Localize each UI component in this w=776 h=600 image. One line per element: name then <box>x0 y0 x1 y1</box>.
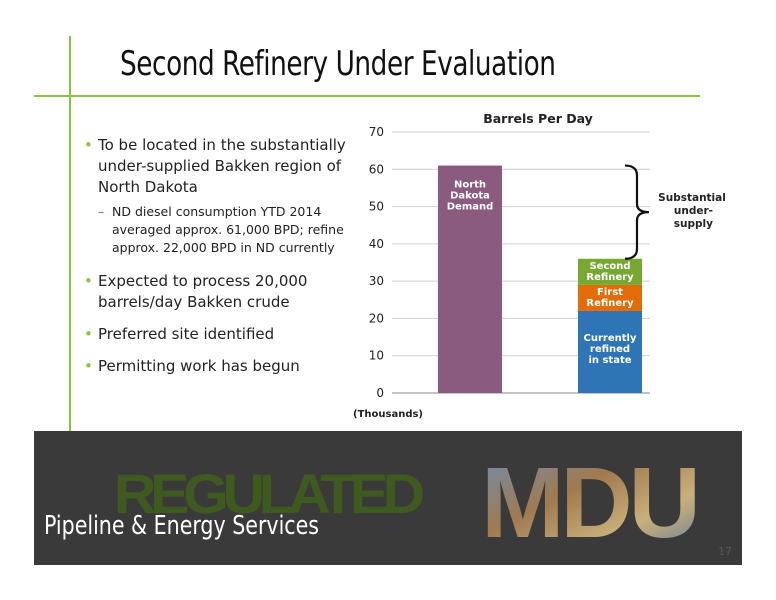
bar-segment-label: Currently refined in state <box>584 333 637 366</box>
bar-segment <box>578 258 642 285</box>
chart-title: Barrels Per Day <box>483 111 593 126</box>
bar-segment-label: North Dakota Demand <box>447 180 494 213</box>
annotation-label: Substantial under-supply <box>658 192 726 230</box>
y-tick-label: 0 <box>376 386 384 400</box>
y-tick-label: 10 <box>369 349 384 363</box>
pipeline-energy-label: Pipeline & Energy Services <box>44 511 320 541</box>
bullet-permitting: Permitting work has begun <box>84 356 354 377</box>
page-number: 17 <box>718 545 732 558</box>
unit-label: (Thousands) <box>353 409 423 420</box>
bar-segment <box>438 165 502 393</box>
regulated-wordmark: REGULATED <box>114 462 425 525</box>
vertical-accent-line <box>69 36 71 431</box>
bar-segment-label: Second Refinery <box>586 261 634 283</box>
slide-title: Second Refinery Under Evaluation <box>120 44 556 84</box>
regulated-banner: REGULATED Pipeline & Energy Services MDU <box>34 431 742 565</box>
y-tick-label: 50 <box>369 200 384 214</box>
y-tick-label: 70 <box>369 125 384 139</box>
bar-segment <box>578 284 642 311</box>
bullet-location: To be located in the substantially under… <box>84 135 354 198</box>
y-tick-label: 40 <box>369 237 384 251</box>
barrels-chart: Barrels Per Day 0 10 20 30 40 50 60 70 (Thousands… <box>353 111 726 420</box>
y-tick-label: 20 <box>369 311 384 325</box>
y-tick-label: 60 <box>369 162 384 176</box>
mdu-logo-text: MDU <box>481 449 697 549</box>
y-tick-label: 30 <box>369 274 384 288</box>
horizontal-accent-line <box>34 95 700 97</box>
mdu-logo: MDU <box>481 449 701 549</box>
supply-brace <box>624 164 650 260</box>
bullet-list: To be located in the substantially under… <box>84 135 354 388</box>
bar-segment-label: First Refinery <box>586 287 634 309</box>
bar-segment <box>578 310 642 393</box>
sub-bullet-diesel: ND diesel consumption YTD 2014 averaged … <box>84 203 354 257</box>
bullet-site: Preferred site identified <box>84 324 354 345</box>
bullet-capacity: Expected to process 20,000 barrels/day B… <box>84 271 354 313</box>
